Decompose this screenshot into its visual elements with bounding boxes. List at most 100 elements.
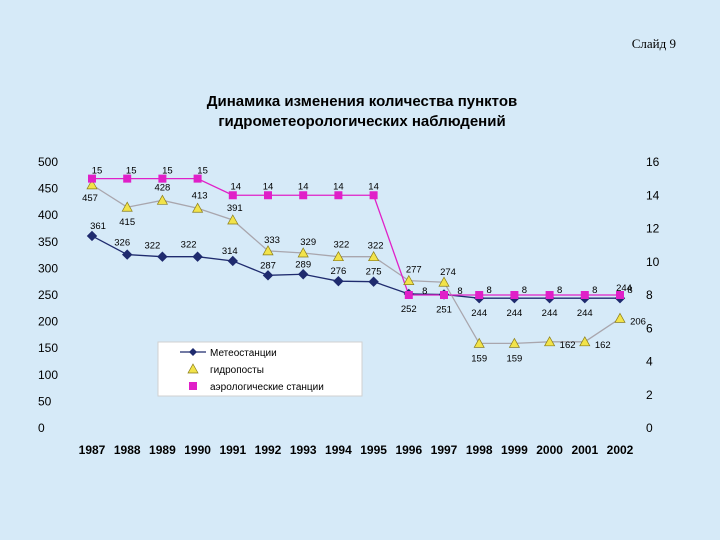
метеостанции-point-1993 <box>297 269 309 280</box>
аэрологические-станции-point-1997 <box>440 291 448 299</box>
chart-title-line-2: гидрометеорологических наблюдений <box>218 113 505 130</box>
гидропосты-point-1990 <box>192 202 204 213</box>
гидропосты-data-label-1993: 329 <box>300 237 316 248</box>
метеостанции-point-1990 <box>192 251 203 262</box>
гидропосты-point-2001 <box>579 336 591 347</box>
гидропосты-data-label-1999: 159 <box>506 353 522 364</box>
аэрологические-станции-point-1996 <box>404 291 413 299</box>
гидропосты-point-2000 <box>544 336 556 347</box>
y2-tick-label-14: 14 <box>646 188 660 202</box>
метеостанции-point-1988 <box>121 249 133 260</box>
slide-number-label: Слайд 9 <box>631 36 676 51</box>
гидропосты-data-label-1989: 428 <box>154 182 170 193</box>
аэрологические-станции-point-1991 <box>228 191 237 200</box>
y2-tick-label-4: 4 <box>646 355 653 369</box>
гидропосты-data-label-1988: 415 <box>119 217 135 228</box>
аэрологические-станции-point-1993 <box>299 191 308 200</box>
гидропосты-point-1987 <box>86 179 98 190</box>
аэрологические-станции-data-label-1988: 15 <box>126 166 137 177</box>
аэрологические-станции-point-2001 <box>580 291 589 299</box>
гидропосты-data-label-1992: 333 <box>264 235 280 246</box>
y2-tick-label-16: 16 <box>646 155 660 169</box>
y-tick-label-250: 250 <box>38 288 58 302</box>
метеостанции-data-label-2002: 244 <box>616 283 632 294</box>
метеостанции-series-line <box>91 235 620 299</box>
аэрологические-станции-data-label-1995: 14 <box>368 181 379 192</box>
гидропосты-data-label-1987: 457 <box>82 193 98 204</box>
гидропосты-data-label-2002: 206 <box>630 316 646 327</box>
series-markers <box>86 174 626 348</box>
метеостанции-data-label-1999: 244 <box>506 308 522 319</box>
y-tick-label-350: 350 <box>38 235 58 249</box>
x-tick-label-1988: 1988 <box>114 443 141 457</box>
x-tick-label-1989: 1989 <box>149 443 176 457</box>
y-tick-label-300: 300 <box>38 261 58 275</box>
аэрологические-станции-data-label-1990: 15 <box>197 166 208 177</box>
гидропосты-data-label-1998: 159 <box>471 353 487 364</box>
метеостанции-point-1991 <box>227 255 239 267</box>
x-tick-label-1987: 1987 <box>79 443 106 457</box>
метеостанции-data-label-1991: 314 <box>222 246 238 257</box>
y-tick-label-0: 0 <box>38 421 45 435</box>
метеостанции-data-label-1994: 276 <box>330 266 346 277</box>
chart-title-line-1: Динамика изменения количества пунктов <box>207 93 517 110</box>
аэрологические-станции-point-1994 <box>334 191 343 200</box>
x-tick-label-2000: 2000 <box>536 443 563 457</box>
метеостанции-data-label-1997: 251 <box>436 304 452 315</box>
гидропосты-series-line <box>91 184 621 345</box>
метеостанции-data-label-1988: 326 <box>114 238 130 249</box>
гидропосты-point-1996 <box>403 274 415 285</box>
аэрологические-станции-point-1987 <box>88 174 96 183</box>
y-tick-label-100: 100 <box>38 368 58 382</box>
метеостанции-data-label-1989: 322 <box>144 241 160 252</box>
метеостанции-point-1989 <box>157 251 168 262</box>
гидропосты-point-1997 <box>438 276 450 287</box>
аэрологические-станции-data-label-1989: 15 <box>162 166 173 177</box>
метеостанции-point-1994 <box>333 275 344 287</box>
гидропосты-point-1994 <box>332 250 344 262</box>
y-tick-label-200: 200 <box>38 315 58 329</box>
гидропосты-point-1988 <box>121 201 133 212</box>
аэрологические-станции-legend-label: аэрологические станции <box>210 382 324 393</box>
метеостанции-point-1992 <box>262 270 274 281</box>
метеостанции-data-label-2001: 244 <box>577 308 593 319</box>
аэрологические-станции-point-1989 <box>158 174 167 183</box>
гидропосты-data-label-1997: 274 <box>440 267 456 278</box>
аэрологические-станции-data-label-2000: 8 <box>557 285 562 296</box>
метеостанции-point-1987 <box>86 230 98 242</box>
гидропосты-legend-label: гидропосты <box>210 365 264 376</box>
axes: 0 50 100 150 200 250 300 350 400 450 500 0 2 4 6 8 10 12 1… <box>38 155 660 457</box>
x-tick-label-2001: 2001 <box>571 443 598 457</box>
аэрологические-станции-data-label-1997: 8 <box>457 286 462 297</box>
y2-tick-label-0: 0 <box>646 421 653 435</box>
y2-tick-label-6: 6 <box>646 321 653 335</box>
y-tick-label-400: 400 <box>38 208 58 222</box>
метеостанции-data-label-2000: 244 <box>542 308 558 319</box>
гидропосты-data-label-1996: 277 <box>406 265 422 276</box>
метеостанции-data-label-1987: 361 <box>90 221 106 232</box>
аэрологические-станции-data-label-2002: 8 <box>627 285 632 296</box>
аэрологические-станции-point-1995 <box>369 191 378 200</box>
аэрологические-станции-point-1999 <box>510 291 519 299</box>
гидропосты-point-1998 <box>473 337 485 348</box>
аэрологические-станции-data-label-1996: 8 <box>422 286 427 297</box>
гидропосты-point-1989 <box>156 194 168 205</box>
legend: Метеостанции гидропосты аэрологические ста… <box>157 341 363 397</box>
гидропосты-point-1991 <box>227 214 239 225</box>
y2-tick-label-2: 2 <box>646 388 653 402</box>
x-tick-label-1993: 1993 <box>290 443 317 457</box>
y2-tick-label-8: 8 <box>646 288 653 302</box>
метеостанции-point-1995 <box>368 276 379 287</box>
гидропосты-point-1995 <box>368 250 380 262</box>
аэрологические-станции-data-label-1998: 8 <box>487 285 492 296</box>
x-tick-label-1997: 1997 <box>431 443 458 457</box>
метеостанции-data-label-1990: 322 <box>181 240 197 251</box>
аэрологические-станции-data-label-1987: 15 <box>92 166 103 177</box>
аэрологические-станции-data-label-1999: 8 <box>522 285 527 296</box>
метеостанции-data-label-1996: 252 <box>401 304 417 315</box>
x-tick-label-1995: 1995 <box>360 443 387 457</box>
data-labels: 361 326 322 322 314 287 289 276 275 252 251 244 244 2… <box>82 166 646 365</box>
y2-tick-label-12: 12 <box>646 222 660 236</box>
гидропосты-point-1999 <box>508 337 520 348</box>
